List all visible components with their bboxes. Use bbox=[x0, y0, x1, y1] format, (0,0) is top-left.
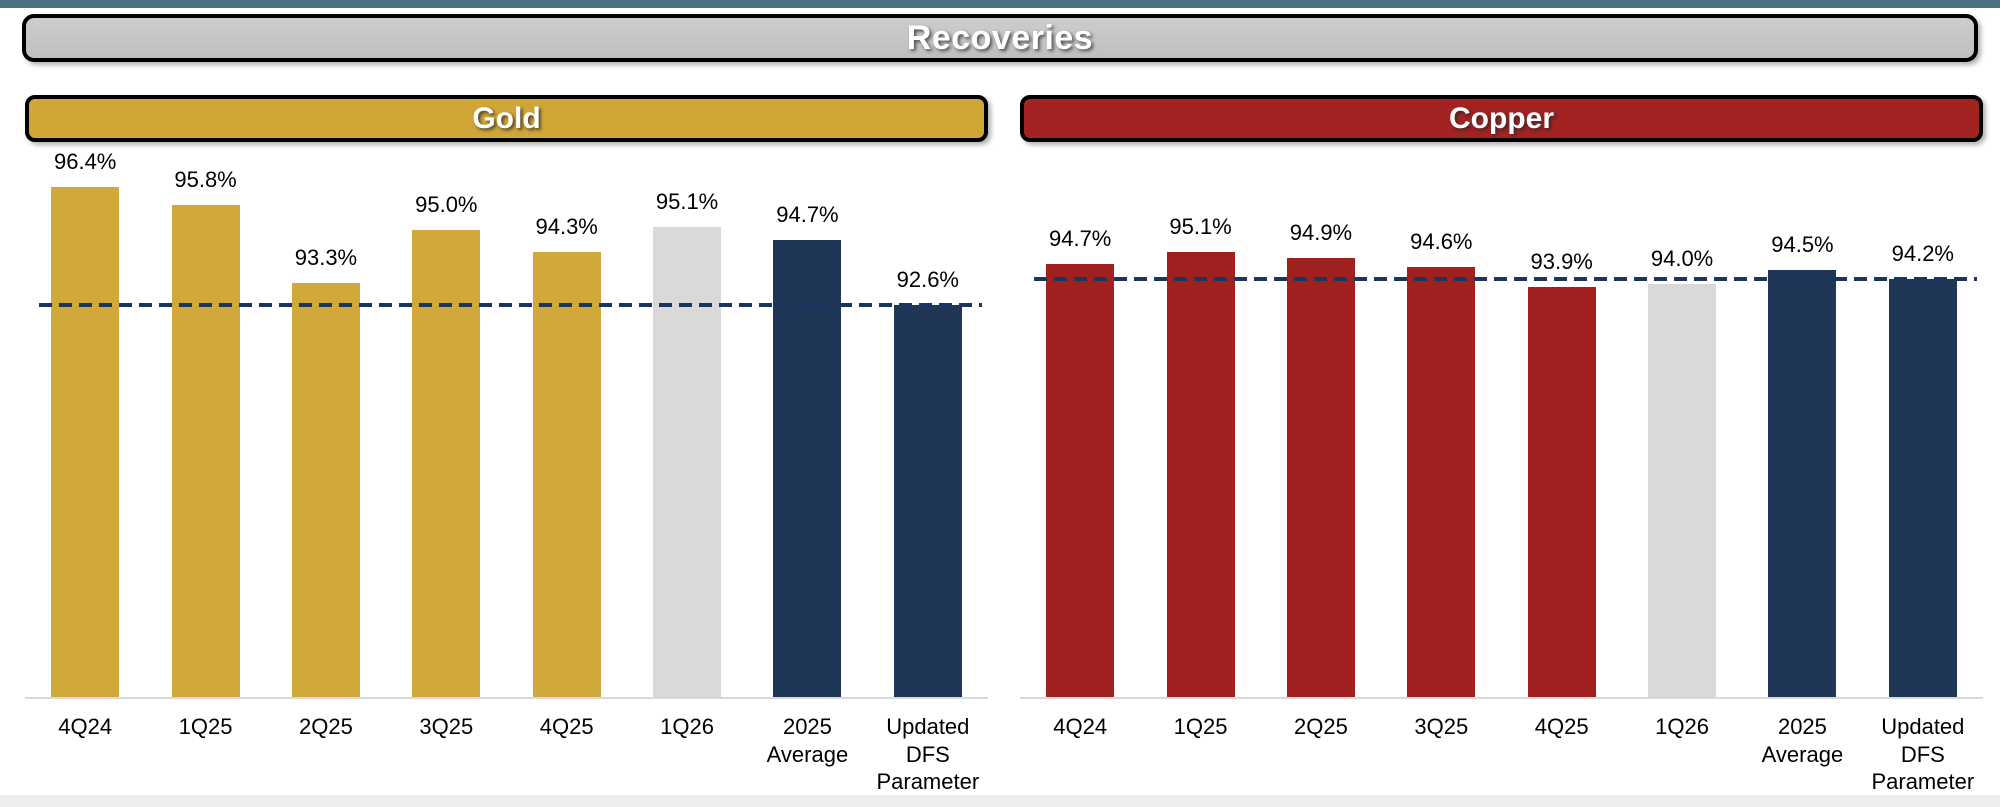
category-label: Updated DFS Parameter bbox=[876, 714, 980, 794]
category-label: 4Q25 bbox=[539, 714, 594, 739]
bar bbox=[1166, 252, 1235, 697]
bar bbox=[893, 304, 962, 697]
bar-slot: 93.9% bbox=[1502, 142, 1622, 697]
bar-value-label: 94.5% bbox=[1771, 231, 1834, 257]
gold-banner: Gold bbox=[25, 95, 988, 142]
bar-value-label: 94.7% bbox=[776, 201, 839, 227]
bar-value-label: 94.3% bbox=[535, 214, 598, 240]
bar-value-label: 94.0% bbox=[1650, 246, 1714, 272]
category-label: Updated DFS Parameter bbox=[1871, 714, 1975, 794]
gold-plot-area: 96.4% 95.8% 93.3% 95.0% 94.3% 95.1% 94.7% 92.6% bbox=[25, 142, 988, 699]
copper-banner-title: Copper bbox=[1449, 101, 1554, 135]
page-title: Recoveries bbox=[906, 18, 1094, 57]
bar bbox=[1286, 257, 1355, 697]
copper-banner: Copper bbox=[1020, 95, 1983, 142]
bar-value-label: 93.3% bbox=[294, 245, 358, 271]
bar-slot: 94.3% bbox=[507, 142, 627, 697]
bar-slot: 94.9% bbox=[1261, 142, 1381, 697]
bar-slot: 95.0% bbox=[386, 142, 506, 697]
bar-value-label: 95.1% bbox=[655, 189, 719, 215]
bar bbox=[1407, 266, 1476, 697]
bar-slot: 95.1% bbox=[627, 142, 747, 697]
bar bbox=[51, 186, 120, 697]
bar-value-label: 93.9% bbox=[1530, 249, 1593, 275]
bar-value-label: 95.1% bbox=[1169, 214, 1232, 239]
bar-value-label: 96.4% bbox=[53, 148, 117, 174]
gold-chart-panel: Gold 96.4% 95.8% 93.3% 95.0% 94.3% 95.1% 94.7%… bbox=[25, 95, 988, 796]
gold-category-labels: 4Q24 1Q25 2Q25 3Q25 4Q25 1Q26 2025 Average Upda… bbox=[25, 699, 988, 796]
bar-slot: 95.8% bbox=[145, 142, 265, 697]
bar-value-label: 95.0% bbox=[415, 192, 478, 218]
category-label: 1Q25 bbox=[1173, 714, 1228, 739]
bar-slot: 95.1% bbox=[1140, 142, 1260, 697]
bar bbox=[291, 283, 360, 697]
bar bbox=[653, 227, 722, 697]
bar bbox=[1768, 269, 1837, 697]
bar-value-label: 94.9% bbox=[1289, 219, 1353, 245]
copper-chart-panel: Copper 94.7% 95.1% 94.9% 94.6% 93.9% 94.0% 94.… bbox=[1020, 95, 1983, 796]
bar-slot: 92.6% bbox=[868, 142, 988, 697]
bar bbox=[773, 239, 842, 697]
bar-slot: 96.4% bbox=[25, 142, 145, 697]
category-label: 4Q24 bbox=[1053, 714, 1108, 739]
category-label: 1Q26 bbox=[660, 714, 714, 739]
bar bbox=[1527, 287, 1596, 697]
copper-category-labels: 4Q24 1Q25 2Q25 3Q25 4Q25 1Q26 2025 Average Upda… bbox=[1020, 699, 1983, 796]
category-label: 1Q25 bbox=[178, 714, 233, 739]
bar-slot: 94.6% bbox=[1381, 142, 1501, 697]
category-label: 1Q26 bbox=[1655, 714, 1709, 739]
bar-value-label: 95.8% bbox=[174, 167, 237, 193]
bar-value-label: 94.2% bbox=[1891, 240, 1954, 266]
bottom-strip bbox=[0, 795, 2000, 807]
category-label: 3Q25 bbox=[419, 714, 474, 739]
bar bbox=[532, 252, 601, 697]
copper-plot-area: 94.7% 95.1% 94.9% 94.6% 93.9% 94.0% 94.5% 94.2% bbox=[1020, 142, 1983, 699]
bar-slot: 93.3% bbox=[266, 142, 386, 697]
bar bbox=[1888, 278, 1957, 697]
bar-slot: 94.0% bbox=[1622, 142, 1742, 697]
category-label: 2025 Average bbox=[1761, 714, 1844, 767]
charts-row: Gold 96.4% 95.8% 93.3% 95.0% 94.3% 95.1% 94.7%… bbox=[25, 95, 1983, 796]
recoveries-banner: Recoveries bbox=[22, 14, 1978, 62]
category-label: 4Q24 bbox=[58, 714, 113, 739]
gold-banner-title: Gold bbox=[472, 101, 541, 135]
category-label: 2Q25 bbox=[299, 714, 353, 739]
bar bbox=[1046, 263, 1115, 697]
bar bbox=[412, 230, 481, 697]
bar-value-label: 92.6% bbox=[896, 266, 959, 292]
bar-value-label: 94.7% bbox=[1048, 225, 1112, 251]
top-accent-strip bbox=[0, 0, 2000, 8]
bar-slot: 94.2% bbox=[1863, 142, 1983, 697]
bar-slot: 94.7% bbox=[1020, 142, 1140, 697]
bar-slot: 94.5% bbox=[1742, 142, 1862, 697]
bar bbox=[1648, 284, 1717, 697]
category-label: 3Q25 bbox=[1414, 714, 1469, 739]
bar-slot: 94.7% bbox=[747, 142, 867, 697]
reference-dashed-line bbox=[1034, 276, 1977, 281]
reference-dashed-line bbox=[39, 302, 982, 307]
category-label: 2025 Average bbox=[766, 714, 849, 767]
category-label: 4Q25 bbox=[1534, 714, 1589, 739]
bar-value-label: 94.6% bbox=[1410, 228, 1473, 254]
category-label: 2Q25 bbox=[1294, 714, 1348, 739]
bar bbox=[171, 205, 240, 697]
